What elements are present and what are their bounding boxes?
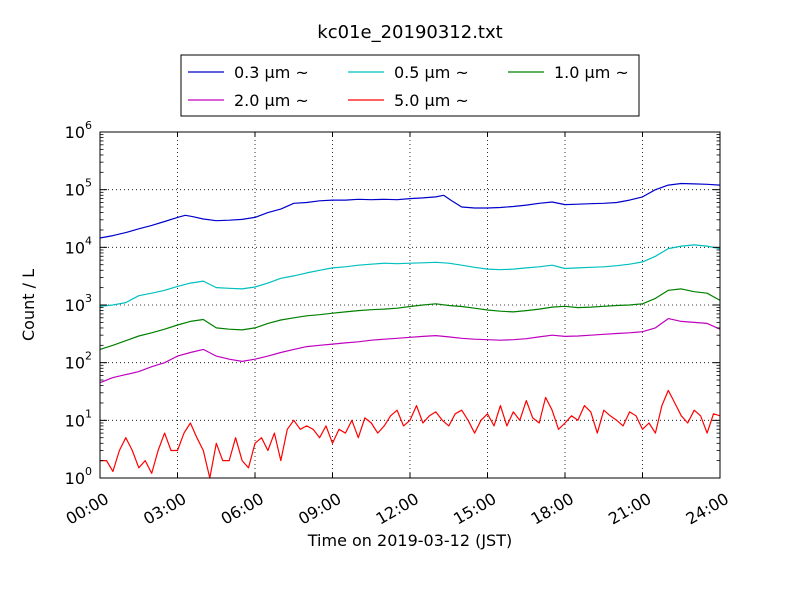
- plot-area: [99, 131, 721, 479]
- y-tick-exponent: 4: [85, 234, 92, 247]
- series-lines: [99, 182, 721, 479]
- y-tick-exponent: 2: [85, 350, 92, 363]
- y-tick-label: 102: [65, 350, 92, 373]
- y-tick-label: 103: [65, 292, 92, 315]
- series-line-4: [100, 389, 721, 479]
- legend-label-2: 1.0 μm ~: [554, 63, 629, 82]
- axis-ticks: [99, 131, 721, 479]
- legend-label-3: 2.0 μm ~: [234, 91, 309, 110]
- y-tick-base: 10: [65, 411, 85, 430]
- series-line-2: [99, 288, 721, 350]
- x-tick-label: 24:00: [683, 489, 732, 529]
- chart-title: kc01e_20190312.txt: [317, 22, 502, 43]
- legend: 0.3 μm ~ 0.5 μm ~ 1.0 μm ~ 2.0 μm ~ 5.0 μm ~: [180, 54, 640, 117]
- y-tick-label: 105: [65, 177, 92, 200]
- series-line-0: [99, 182, 721, 239]
- y-tick-label: 104: [65, 234, 92, 257]
- x-tick-labels: 00:00 03:00 06:00 09:00 12:00 15:00 18:00 21:00…: [63, 489, 732, 529]
- x-tick-label: 18:00: [528, 489, 577, 529]
- legend-label-1: 0.5 μm ~: [394, 63, 469, 82]
- legend-label-0: 0.3 μm ~: [234, 63, 309, 82]
- x-tick-label: 03:00: [140, 489, 189, 529]
- y-tick-base: 10: [65, 123, 85, 142]
- y-tick-label: 101: [65, 407, 92, 430]
- y-tick-label: 100: [65, 465, 92, 488]
- legend-box: [180, 54, 640, 117]
- y-tick-exponent: 5: [85, 177, 92, 190]
- y-tick-label: 106: [65, 119, 92, 142]
- y-tick-exponent: 3: [85, 292, 92, 305]
- x-tick-label: 06:00: [218, 489, 267, 529]
- y-tick-exponent: 0: [85, 465, 92, 478]
- y-axis-label: Count / L: [19, 269, 38, 341]
- y-tick-base: 10: [65, 296, 85, 315]
- x-tick-label: 00:00: [63, 489, 112, 529]
- series-line-3: [99, 318, 721, 384]
- y-tick-exponent: 6: [85, 119, 92, 132]
- x-axis-label: Time on 2019-03-12 (JST): [307, 531, 512, 550]
- x-tick-label: 09:00: [295, 489, 344, 529]
- y-tick-base: 10: [65, 354, 85, 373]
- x-tick-label: 21:00: [605, 489, 654, 529]
- series-line-1: [99, 244, 721, 307]
- y-tick-base: 10: [65, 181, 85, 200]
- x-tick-label: 12:00: [373, 489, 422, 529]
- legend-label-4: 5.0 μm ~: [394, 91, 469, 110]
- y-tick-base: 10: [65, 469, 85, 488]
- y-tick-exponent: 1: [85, 407, 92, 420]
- y-tick-base: 10: [65, 238, 85, 257]
- x-tick-label: 15:00: [450, 489, 499, 529]
